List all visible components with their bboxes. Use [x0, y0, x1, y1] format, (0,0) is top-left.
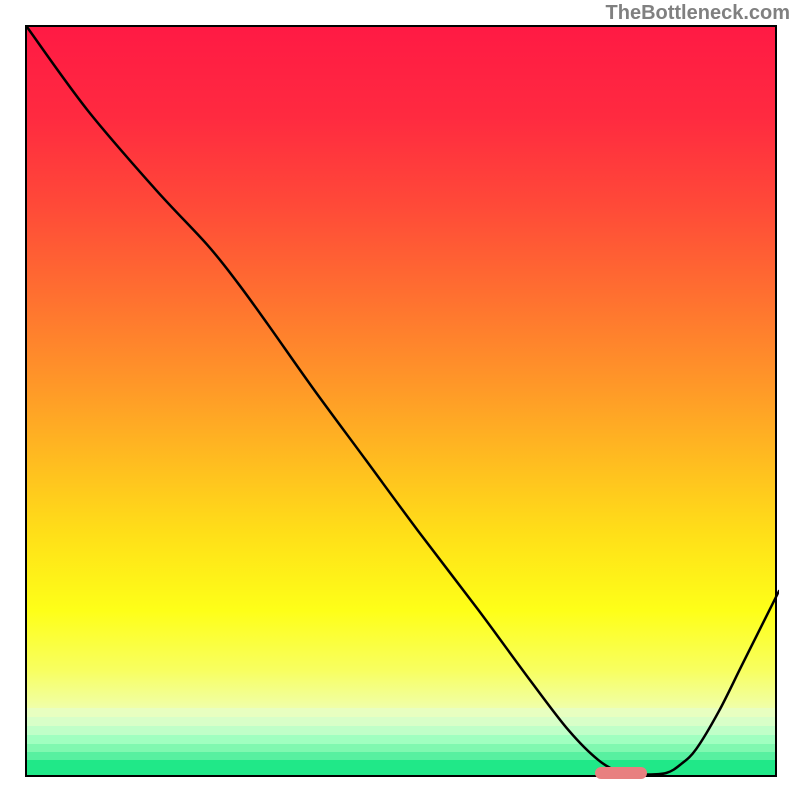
- color-band: [27, 744, 775, 752]
- color-band: [27, 752, 775, 760]
- chart-plot-area: [25, 25, 777, 777]
- color-band: [27, 717, 775, 726]
- optimal-marker: [595, 767, 648, 779]
- color-band: [27, 708, 775, 717]
- color-band: [27, 760, 775, 775]
- gradient-background: [27, 27, 775, 775]
- chart-container: TheBottleneck.com: [0, 0, 800, 800]
- watermark-text: TheBottleneck.com: [606, 2, 790, 25]
- color-band: [27, 735, 775, 744]
- color-band: [27, 726, 775, 735]
